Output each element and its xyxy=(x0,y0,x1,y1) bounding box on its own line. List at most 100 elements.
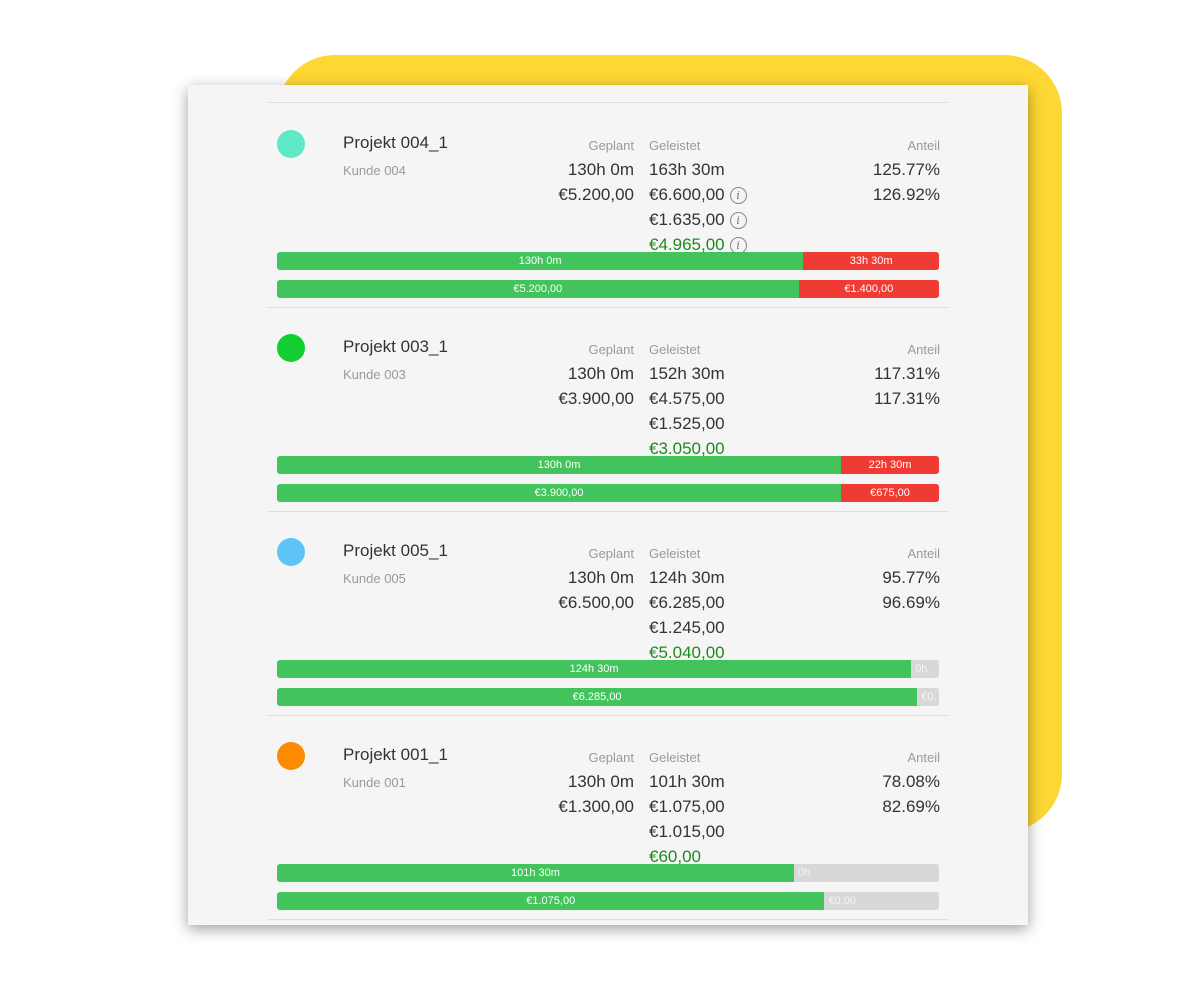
share-hours: 125.77% xyxy=(872,160,940,179)
share-header: Anteil xyxy=(907,138,940,153)
planned-column: 130h 0m €5.200,00 xyxy=(558,157,634,207)
done-header: Geleistet xyxy=(649,546,701,561)
hours-bar-extra: 0h xyxy=(911,660,939,678)
planned-amount: €3.900,00 xyxy=(558,389,634,408)
planned-column: 130h 0m €3.900,00 xyxy=(558,361,634,411)
project-color-dot xyxy=(277,538,305,566)
project-divider xyxy=(268,307,948,308)
planned-header: Geplant xyxy=(588,138,634,153)
hours-progress-bar: 130h 0m 22h 30m xyxy=(277,456,939,474)
amount-bar-base: €1.075,00 xyxy=(277,892,825,910)
planned-amount: €6.500,00 xyxy=(558,593,634,612)
project-row[interactable]: Projekt 004_1 Kunde 004 Geplant Geleiste… xyxy=(188,103,1028,308)
info-icon[interactable]: i xyxy=(729,212,747,229)
share-column: 95.77% 96.69% xyxy=(882,565,940,615)
done-hours: 101h 30m xyxy=(649,772,725,791)
cost-amount: €1.635,00 xyxy=(649,210,725,229)
planned-header: Geplant xyxy=(588,342,634,357)
profit-amount: €3.050,00 xyxy=(649,439,725,458)
share-header: Anteil xyxy=(907,546,940,561)
planned-amount: €1.300,00 xyxy=(558,797,634,816)
share-column: 117.31% 117.31% xyxy=(874,361,940,411)
hours-bar-base: 130h 0m xyxy=(277,252,804,270)
project-name: Projekt 005_1 xyxy=(343,541,448,560)
done-amount: €6.600,00 xyxy=(649,185,725,204)
project-report-panel: Projekt 004_1 Kunde 004 Geplant Geleiste… xyxy=(188,85,1028,925)
project-row[interactable]: Projekt 005_1 Kunde 005 Geplant Geleiste… xyxy=(188,511,1028,716)
client-name: Kunde 005 xyxy=(343,571,406,586)
share-column: 78.08% 82.69% xyxy=(882,769,940,819)
amount-progress-bar: €6.285,00 €0, xyxy=(277,688,939,706)
hours-bar-base: 101h 30m xyxy=(277,864,795,882)
amount-bar-extra: €675,00 xyxy=(841,484,939,502)
share-amount: 82.69% xyxy=(882,797,940,816)
done-header: Geleistet xyxy=(649,342,701,357)
done-column: 163h 30m €6.600,00 i €1.635,00 i €4.965,00… xyxy=(649,157,747,257)
amount-bar-base: €6.285,00 xyxy=(277,688,918,706)
client-name: Kunde 001 xyxy=(343,775,406,790)
share-amount: 126.92% xyxy=(872,185,940,204)
amount-progress-bar: €5.200,00 €1.400,00 xyxy=(277,280,939,298)
project-divider xyxy=(268,919,948,920)
done-amount: €1.075,00 xyxy=(649,797,725,816)
share-amount: 117.31% xyxy=(874,389,940,408)
hours-bar-extra: 0h xyxy=(794,864,939,882)
project-divider xyxy=(268,715,948,716)
amount-progress-bar: €3.900,00 €675,00 xyxy=(277,484,939,502)
planned-hours: 130h 0m xyxy=(567,772,634,791)
hours-bar-base: 124h 30m xyxy=(277,660,912,678)
done-header: Geleistet xyxy=(649,750,701,765)
planned-header: Geplant xyxy=(588,546,634,561)
profit-amount: €4.965,00 xyxy=(649,235,725,254)
cost-amount: €1.245,00 xyxy=(649,618,725,637)
planned-column: 130h 0m €6.500,00 xyxy=(558,565,634,615)
share-hours: 78.08% xyxy=(882,772,940,791)
client-name: Kunde 004 xyxy=(343,163,406,178)
done-column: 152h 30m €4.575,00 €1.525,00 €3.050,00 xyxy=(649,361,725,461)
cost-amount: €1.015,00 xyxy=(649,822,725,841)
project-color-dot xyxy=(277,742,305,770)
hours-progress-bar: 124h 30m 0h xyxy=(277,660,939,678)
share-hours: 95.77% xyxy=(882,568,940,587)
top-divider xyxy=(268,102,948,103)
done-header: Geleistet xyxy=(649,138,701,153)
cost-amount: €1.525,00 xyxy=(649,414,725,433)
amount-bar-base: €3.900,00 xyxy=(277,484,842,502)
amount-bar-extra: €1.400,00 xyxy=(798,280,939,298)
share-hours: 117.31% xyxy=(874,364,940,383)
hours-progress-bar: 101h 30m 0h xyxy=(277,864,939,882)
project-color-dot xyxy=(277,334,305,362)
hours-bar-extra: 22h 30m xyxy=(841,456,939,474)
amount-bar-base: €5.200,00 xyxy=(277,280,799,298)
project-color-dot xyxy=(277,130,305,158)
planned-hours: 130h 0m xyxy=(567,364,634,383)
done-hours: 124h 30m xyxy=(649,568,725,587)
hours-bar-extra: 33h 30m xyxy=(803,252,939,270)
share-header: Anteil xyxy=(907,342,940,357)
amount-bar-extra: €0, xyxy=(917,688,939,706)
cost-line: €1.635,00 i xyxy=(649,207,747,232)
project-row[interactable]: Projekt 003_1 Kunde 003 Geplant Geleiste… xyxy=(188,307,1028,512)
done-column: 101h 30m €1.075,00 €1.015,00 €60,00 xyxy=(649,769,725,869)
share-header: Anteil xyxy=(907,750,940,765)
share-column: 125.77% 126.92% xyxy=(873,157,940,207)
planned-header: Geplant xyxy=(588,750,634,765)
done-hours: 152h 30m xyxy=(649,364,725,383)
project-row[interactable]: Projekt 001_1 Kunde 001 Geplant Geleiste… xyxy=(188,715,1028,920)
client-name: Kunde 003 xyxy=(343,367,406,382)
info-icon[interactable]: i xyxy=(729,187,747,204)
project-name: Projekt 001_1 xyxy=(343,745,448,764)
project-name: Projekt 004_1 xyxy=(343,133,448,152)
done-hours: 163h 30m xyxy=(649,160,725,179)
hours-bar-base: 130h 0m xyxy=(277,456,842,474)
planned-hours: 130h 0m xyxy=(567,568,634,587)
done-amount: €4.575,00 xyxy=(649,389,725,408)
hours-progress-bar: 130h 0m 33h 30m xyxy=(277,252,939,270)
profit-line: €4.965,00 i xyxy=(649,232,747,257)
profit-amount: €60,00 xyxy=(649,847,701,866)
done-amount: €6.285,00 xyxy=(649,593,725,612)
done-column: 124h 30m €6.285,00 €1.245,00 €5.040,00 xyxy=(649,565,725,665)
amount-progress-bar: €1.075,00 €0,00 xyxy=(277,892,939,910)
profit-amount: €5.040,00 xyxy=(649,643,725,662)
planned-amount: €5.200,00 xyxy=(558,185,634,204)
